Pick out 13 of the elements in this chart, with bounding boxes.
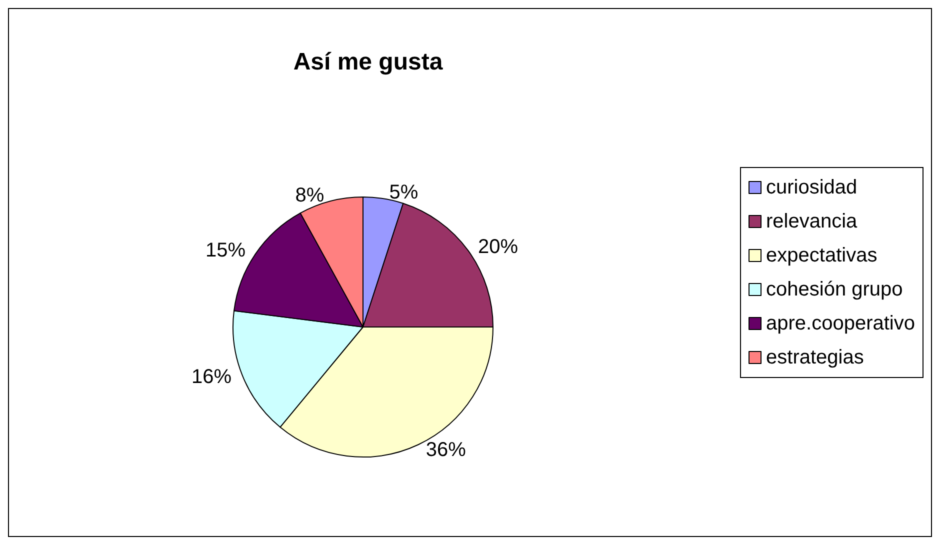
data-label: 20% [478,236,518,258]
legend-label: estrategias [766,346,864,368]
legend-label: expectativas [766,244,878,266]
data-label: 5% [389,182,418,204]
data-label: 36% [426,439,466,462]
data-label: 8% [295,184,324,206]
legend-label: apre.cooperativo [766,312,915,334]
chart-title: Así me gusta [293,48,444,76]
data-label: 16% [192,366,232,388]
legend-label: curiosidad [766,176,858,198]
legend-label: cohesión grupo [766,278,903,300]
legend-label: relevancia [766,210,858,232]
data-label: 15% [205,240,246,262]
